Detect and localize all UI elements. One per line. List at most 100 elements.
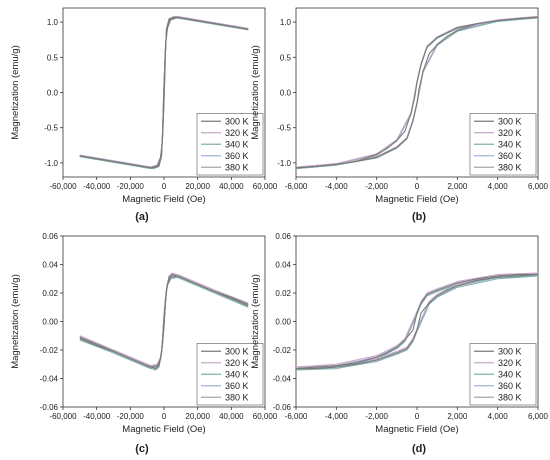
- legend-label: 340 K: [225, 139, 249, 149]
- x-axis-title: Magnetic Field (Oe): [122, 194, 205, 205]
- x-tick-label: -6,000: [285, 412, 308, 421]
- x-tick-label: 6,000: [528, 182, 549, 191]
- y-tick-label: 0.06: [275, 232, 291, 241]
- x-tick-label: 0: [162, 412, 167, 421]
- x-tick-label: -20,000: [117, 412, 145, 421]
- series-line-300k: [79, 16, 249, 169]
- legend-label: 360 K: [225, 381, 249, 391]
- x-tick-label: -2,000: [365, 182, 388, 191]
- y-tick-label: -0.5: [44, 124, 58, 133]
- legend-label: 380 K: [225, 392, 249, 402]
- x-tick-label: 0: [162, 182, 167, 191]
- legend-label: 320 K: [225, 358, 249, 368]
- y-axis-title: Magnetization (emu/g): [10, 45, 21, 140]
- legend-label: 300 K: [498, 116, 522, 126]
- panel-c: -60,000 -40,000 -20,000 0 20,000 40,000 60,000…: [10, 232, 278, 455]
- x-axis-title: Magnetic Field (Oe): [375, 424, 458, 435]
- series-line-300k: [296, 273, 538, 370]
- legend-label: 360 K: [498, 381, 522, 391]
- x-tick-label: 4,000: [488, 412, 509, 421]
- x-tick-label: 2,000: [447, 182, 468, 191]
- series-line-300k: [79, 275, 249, 370]
- series-line-300k: [296, 16, 538, 169]
- legend-label: 320 K: [225, 128, 249, 138]
- y-tick-label: 0.0: [47, 89, 59, 98]
- x-axis-title: Magnetic Field (Oe): [375, 194, 458, 205]
- y-tick-label: -0.06: [40, 403, 59, 412]
- x-tick-label: -40,000: [83, 412, 111, 421]
- x-tick-label: -6,000: [285, 182, 308, 191]
- y-tick-label: 0.5: [280, 53, 292, 62]
- x-tick-label: -2,000: [365, 412, 388, 421]
- curve-group: [296, 15, 538, 170]
- x-tick-label: 2,000: [447, 412, 468, 421]
- y-tick-label: 0.00: [42, 318, 58, 327]
- x-tick-label: 60,000: [253, 412, 278, 421]
- legend-label: 300 K: [225, 346, 249, 356]
- x-tick-label: 4,000: [488, 182, 509, 191]
- panel-label: (c): [135, 443, 149, 455]
- legend-label: 300 K: [225, 116, 249, 126]
- legend-label: 320 K: [498, 128, 522, 138]
- panel-label: (d): [412, 443, 426, 455]
- curve-group: [296, 272, 538, 371]
- y-tick-label: 1.0: [47, 18, 59, 27]
- y-tick-label: 0.02: [275, 289, 291, 298]
- panel-label: (a): [135, 211, 149, 223]
- x-tick-label: 0: [415, 182, 420, 191]
- legend-label: 340 K: [225, 369, 249, 379]
- y-tick-label: 1.0: [280, 18, 292, 27]
- x-tick-label: 0: [415, 412, 420, 421]
- series-line-300k: [296, 273, 538, 370]
- x-tick-label: -4,000: [325, 412, 348, 421]
- panel-b: -6,000 -4,000 -2,000 0 2,000 4,000 6,000 -1.0 -0…: [250, 7, 549, 223]
- y-axis-title: Magnetization (emu/g): [250, 45, 261, 140]
- x-tick-label: 20,000: [185, 412, 210, 421]
- y-tick-label: -1.0: [44, 159, 58, 168]
- y-tick-label: 0.04: [275, 261, 291, 270]
- x-tick-label: -40,000: [83, 182, 111, 191]
- legend-label: 340 K: [498, 139, 522, 149]
- x-tick-label: 40,000: [219, 412, 244, 421]
- x-tick-label: -60,000: [49, 412, 77, 421]
- y-tick-label: -0.5: [277, 124, 291, 133]
- y-tick-label: 0.02: [42, 289, 58, 298]
- legend-label: 380 K: [498, 392, 522, 402]
- y-axis-title: Magnetization (emu/g): [250, 274, 261, 369]
- legend-label: 380 K: [498, 162, 522, 172]
- y-axis-title: Magnetization (emu/g): [10, 274, 21, 369]
- panel-a: -60,000 -40,000 -20,000 0 20,000 40,000 60,000…: [10, 7, 278, 223]
- panel-d: -6,000 -4,000 -2,000 0 2,000 4,000 6,000 -0.06 -…: [250, 232, 549, 455]
- panel-label: (b): [412, 211, 426, 223]
- y-tick-label: -1.0: [277, 159, 291, 168]
- y-tick-label: 0.04: [42, 261, 58, 270]
- x-tick-label: 60,000: [253, 182, 278, 191]
- legend-label: 300 K: [498, 346, 522, 356]
- x-tick-label: 20,000: [185, 182, 210, 191]
- legend-label: 360 K: [225, 151, 249, 161]
- x-tick-label: -60,000: [49, 182, 77, 191]
- y-tick-label: 0.0: [280, 89, 292, 98]
- legend-label: 320 K: [498, 358, 522, 368]
- y-tick-label: -0.02: [40, 346, 59, 355]
- y-tick-label: -0.06: [273, 403, 292, 412]
- legend-label: 380 K: [225, 162, 249, 172]
- x-tick-label: 6,000: [528, 412, 549, 421]
- x-axis-title: Magnetic Field (Oe): [122, 424, 205, 435]
- y-tick-label: -0.04: [273, 375, 292, 384]
- curve-group: [79, 15, 249, 170]
- x-tick-label: -20,000: [117, 182, 145, 191]
- y-tick-label: 0.5: [47, 53, 59, 62]
- y-tick-label: 0.06: [42, 232, 58, 241]
- y-tick-label: -0.02: [273, 346, 292, 355]
- legend-label: 360 K: [498, 151, 522, 161]
- legend-label: 340 K: [498, 369, 522, 379]
- x-tick-label: 40,000: [219, 182, 244, 191]
- curve-group: [79, 272, 249, 371]
- x-tick-label: -4,000: [325, 182, 348, 191]
